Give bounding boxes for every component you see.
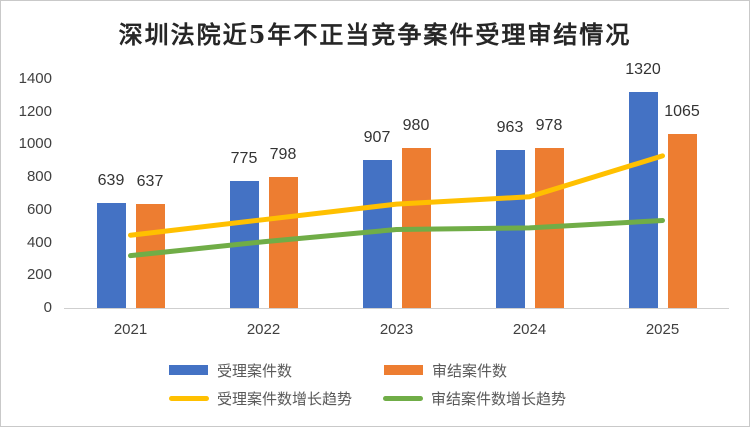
y-axis-tick-0: 0: [43, 299, 52, 316]
legend-label-concluded: 审结案件数: [432, 362, 508, 380]
value-label-concluded-2023: 980: [402, 116, 430, 134]
y-axis-tick-1400: 1400: [18, 70, 52, 87]
bar-concluded-2021: [135, 203, 165, 308]
bar-concluded-2025: [667, 133, 697, 308]
legend-item-accepted-trend: 受理案件数增长趋势: [169, 390, 353, 408]
legend-label-accepted-trend: 受理案件数增长趋势: [217, 390, 353, 408]
legend-swatch-accepted: [169, 365, 208, 375]
bar-accepted-2023: [362, 159, 392, 308]
y-axis-tick-200: 200: [26, 266, 52, 284]
x-axis-label-2025: 2025: [645, 321, 680, 338]
bar-accepted-2024: [495, 150, 525, 308]
bar-accepted-2025: [628, 92, 658, 308]
value-label-accepted-2023: 907: [363, 128, 391, 146]
bar-concluded-2023: [401, 147, 431, 308]
y-axis-tick-600: 600: [26, 200, 52, 218]
x-axis-label-2024: 2024: [512, 321, 547, 338]
value-label-concluded-2021: 637: [136, 172, 164, 190]
value-label-concluded-2025: 1065: [664, 102, 700, 120]
y-axis-tick-1000: 1000: [18, 135, 52, 153]
legend-item-concluded: 审结案件数: [384, 362, 508, 380]
bar-accepted-2022: [229, 181, 259, 308]
value-label-accepted-2024: 963: [496, 119, 524, 137]
y-axis-tick-800: 800: [26, 168, 52, 186]
y-axis-tick-400: 400: [26, 233, 52, 251]
legend-swatch-concluded: [384, 365, 423, 375]
trend-line-accepted-trend: [128, 153, 665, 238]
chart-title: 深圳法院近5年不正当竞争案件受理审结情况: [118, 20, 632, 49]
legend-swatch-concluded-trend: [383, 395, 423, 401]
value-label-accepted-2025: 1320: [625, 61, 661, 79]
bar-accepted-2021: [96, 203, 126, 308]
legend-label-concluded-trend: 审结案件数增长趋势: [431, 390, 567, 408]
value-label-accepted-2021: 639: [97, 172, 125, 190]
trend-line-concluded-trend: [128, 217, 665, 259]
y-axis-tick-1200: 1200: [18, 102, 52, 120]
x-axis-line: [64, 308, 729, 309]
legend-label-accepted: 受理案件数: [217, 362, 293, 380]
legend-item-accepted: 受理案件数: [169, 362, 293, 380]
legend-item-concluded-trend: 审结案件数增长趋势: [383, 390, 567, 408]
bar-concluded-2022: [268, 177, 298, 308]
x-axis-label-2022: 2022: [246, 321, 281, 338]
x-axis-label-2023: 2023: [379, 321, 414, 338]
legend-swatch-accepted-trend: [169, 395, 209, 401]
bar-concluded-2024: [534, 148, 564, 308]
value-label-concluded-2022: 798: [269, 146, 297, 164]
x-axis-label-2021: 2021: [113, 321, 148, 338]
value-label-concluded-2024: 978: [535, 117, 563, 135]
